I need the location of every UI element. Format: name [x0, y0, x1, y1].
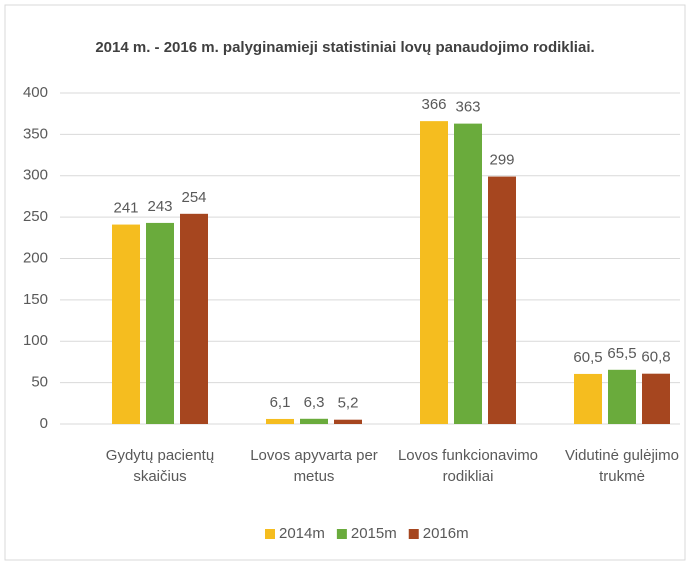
data-label: 243 [147, 198, 172, 215]
bar [608, 369, 636, 424]
y-tick-label: 0 [40, 415, 48, 432]
data-label: 299 [489, 152, 514, 169]
legend-swatch [265, 529, 275, 539]
y-tick-label: 300 [23, 167, 48, 184]
data-label: 366 [421, 96, 446, 113]
y-tick-label: 200 [23, 249, 48, 266]
y-tick-label: 100 [23, 332, 48, 349]
legend-swatch [408, 529, 419, 539]
x-tick-label: Lovos funkcionavimo rodikliai [397, 447, 539, 485]
data-label: 241 [113, 200, 138, 217]
bar [180, 213, 208, 424]
data-label: 6,1 [270, 394, 291, 411]
bar [112, 224, 140, 424]
bar [334, 419, 362, 424]
data-label: 254 [181, 189, 206, 206]
x-tick-label: Lovos apyvarta per metus [250, 447, 378, 485]
bar [266, 418, 294, 424]
chart-title: 2014 m. - 2016 m. palyginamieji statisti… [95, 39, 594, 56]
x-tick-label: Gydytų pacientų skaičius [105, 447, 215, 485]
y-tick-label: 400 [23, 84, 48, 101]
y-tick-label: 150 [23, 291, 48, 308]
bar [146, 222, 174, 424]
y-tick-label: 250 [23, 208, 48, 225]
bar [574, 373, 602, 424]
data-label: 65,5 [607, 345, 636, 362]
data-label: 60,8 [641, 349, 670, 366]
bar [300, 418, 328, 424]
legend-label: 2015m [351, 525, 397, 542]
legend-label: 2016m [423, 525, 469, 542]
data-label: 60,5 [573, 349, 602, 366]
bar [420, 121, 448, 424]
legend-label: 2014m [279, 525, 325, 542]
bar [454, 123, 482, 425]
x-tick-label: Vidutinė gulėjimo trukmė [565, 447, 679, 485]
bar [642, 373, 670, 424]
legend-swatch [336, 529, 347, 539]
data-label: 363 [455, 99, 480, 116]
data-label: 5,2 [338, 395, 359, 412]
bar [488, 176, 516, 424]
y-tick-label: 50 [31, 374, 48, 391]
data-label: 6,3 [304, 394, 325, 411]
y-tick-label: 350 [23, 125, 48, 142]
